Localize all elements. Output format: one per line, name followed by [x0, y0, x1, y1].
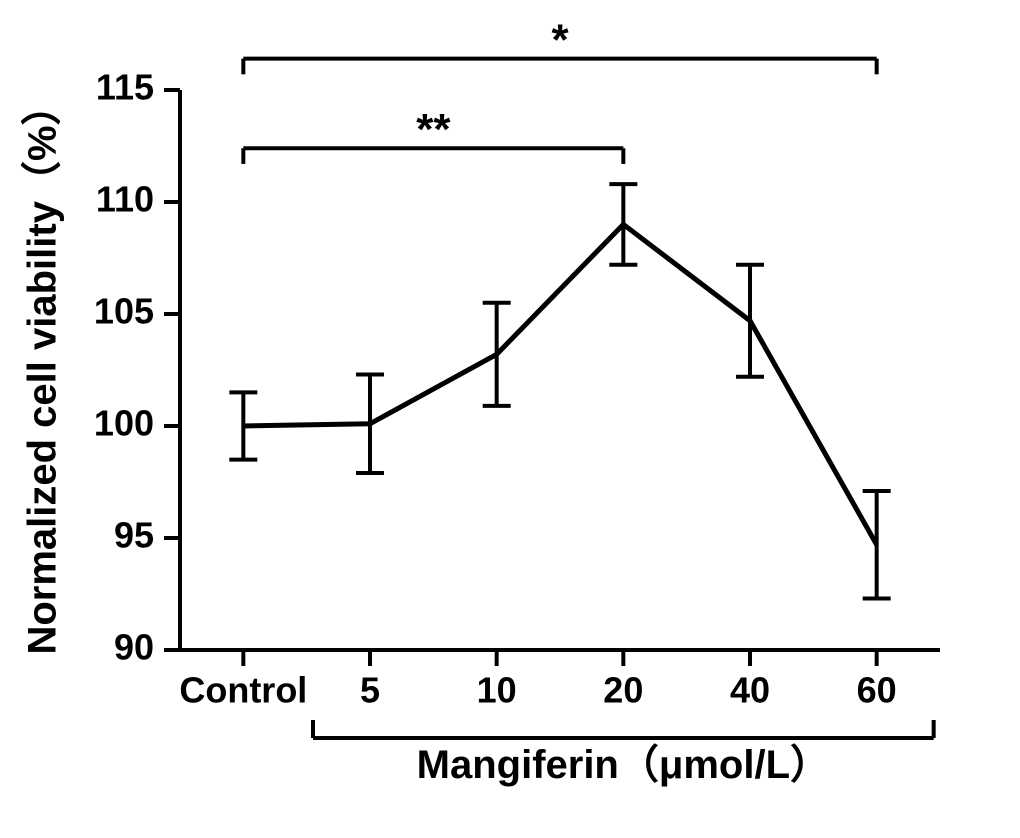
y-tick-label: 90: [114, 627, 154, 668]
y-axis-label: Normalized cell viability（%）: [21, 85, 65, 654]
x-tick-label: 40: [730, 669, 770, 710]
y-tick-label: 105: [94, 291, 154, 332]
x-tick-label: 5: [360, 669, 380, 710]
sig-bracket-short-label: **: [416, 105, 451, 154]
series-line: [243, 224, 876, 544]
x-tick-label: 60: [857, 669, 897, 710]
y-tick-label: 115: [96, 67, 154, 108]
sig-bracket-long-label: *: [551, 16, 569, 65]
x-group-label: Mangiferin（μmol/L）: [417, 743, 830, 787]
chart-container: 90 95 100 105 110 115 Control 5 10 20 40 60 Normaliz…: [0, 0, 1020, 838]
x-tick-label: 20: [603, 669, 643, 710]
viability-chart: 90 95 100 105 110 115 Control 5 10 20 40 60 Normaliz…: [0, 0, 1020, 838]
x-tick-label: Control: [179, 669, 307, 710]
x-tick-label: 10: [477, 669, 517, 710]
y-tick-label: 100: [94, 403, 154, 444]
y-tick-label: 110: [96, 179, 154, 220]
y-tick-label: 95: [114, 515, 154, 556]
